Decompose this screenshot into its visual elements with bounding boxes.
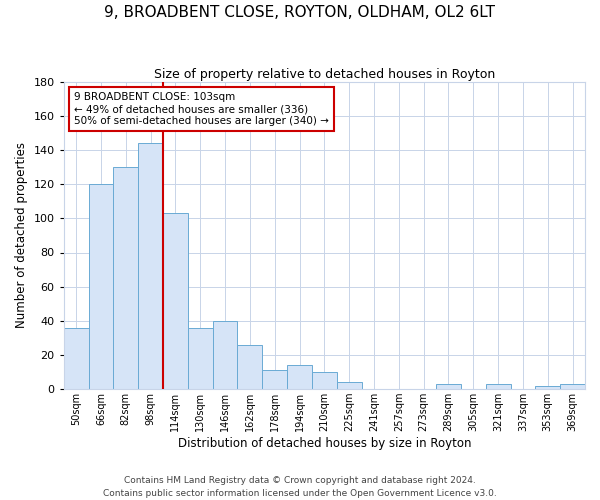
Bar [535, 386, 560, 389]
Bar [113, 167, 138, 389]
Bar [560, 384, 585, 389]
Y-axis label: Number of detached properties: Number of detached properties [15, 142, 28, 328]
Bar [188, 328, 212, 389]
X-axis label: Distribution of detached houses by size in Royton: Distribution of detached houses by size … [178, 437, 471, 450]
Text: 9, BROADBENT CLOSE, ROYTON, OLDHAM, OL2 6LT: 9, BROADBENT CLOSE, ROYTON, OLDHAM, OL2 … [104, 5, 496, 20]
Bar [262, 370, 287, 389]
Title: Size of property relative to detached houses in Royton: Size of property relative to detached ho… [154, 68, 495, 80]
Text: Contains HM Land Registry data © Crown copyright and database right 2024.
Contai: Contains HM Land Registry data © Crown c… [103, 476, 497, 498]
Bar [436, 384, 461, 389]
Text: 9 BROADBENT CLOSE: 103sqm
← 49% of detached houses are smaller (336)
50% of semi: 9 BROADBENT CLOSE: 103sqm ← 49% of detac… [74, 92, 329, 126]
Bar [163, 213, 188, 389]
Bar [337, 382, 362, 389]
Bar [64, 328, 89, 389]
Bar [138, 143, 163, 389]
Bar [238, 345, 262, 389]
Bar [486, 384, 511, 389]
Bar [89, 184, 113, 389]
Bar [287, 365, 312, 389]
Bar [312, 372, 337, 389]
Bar [212, 321, 238, 389]
